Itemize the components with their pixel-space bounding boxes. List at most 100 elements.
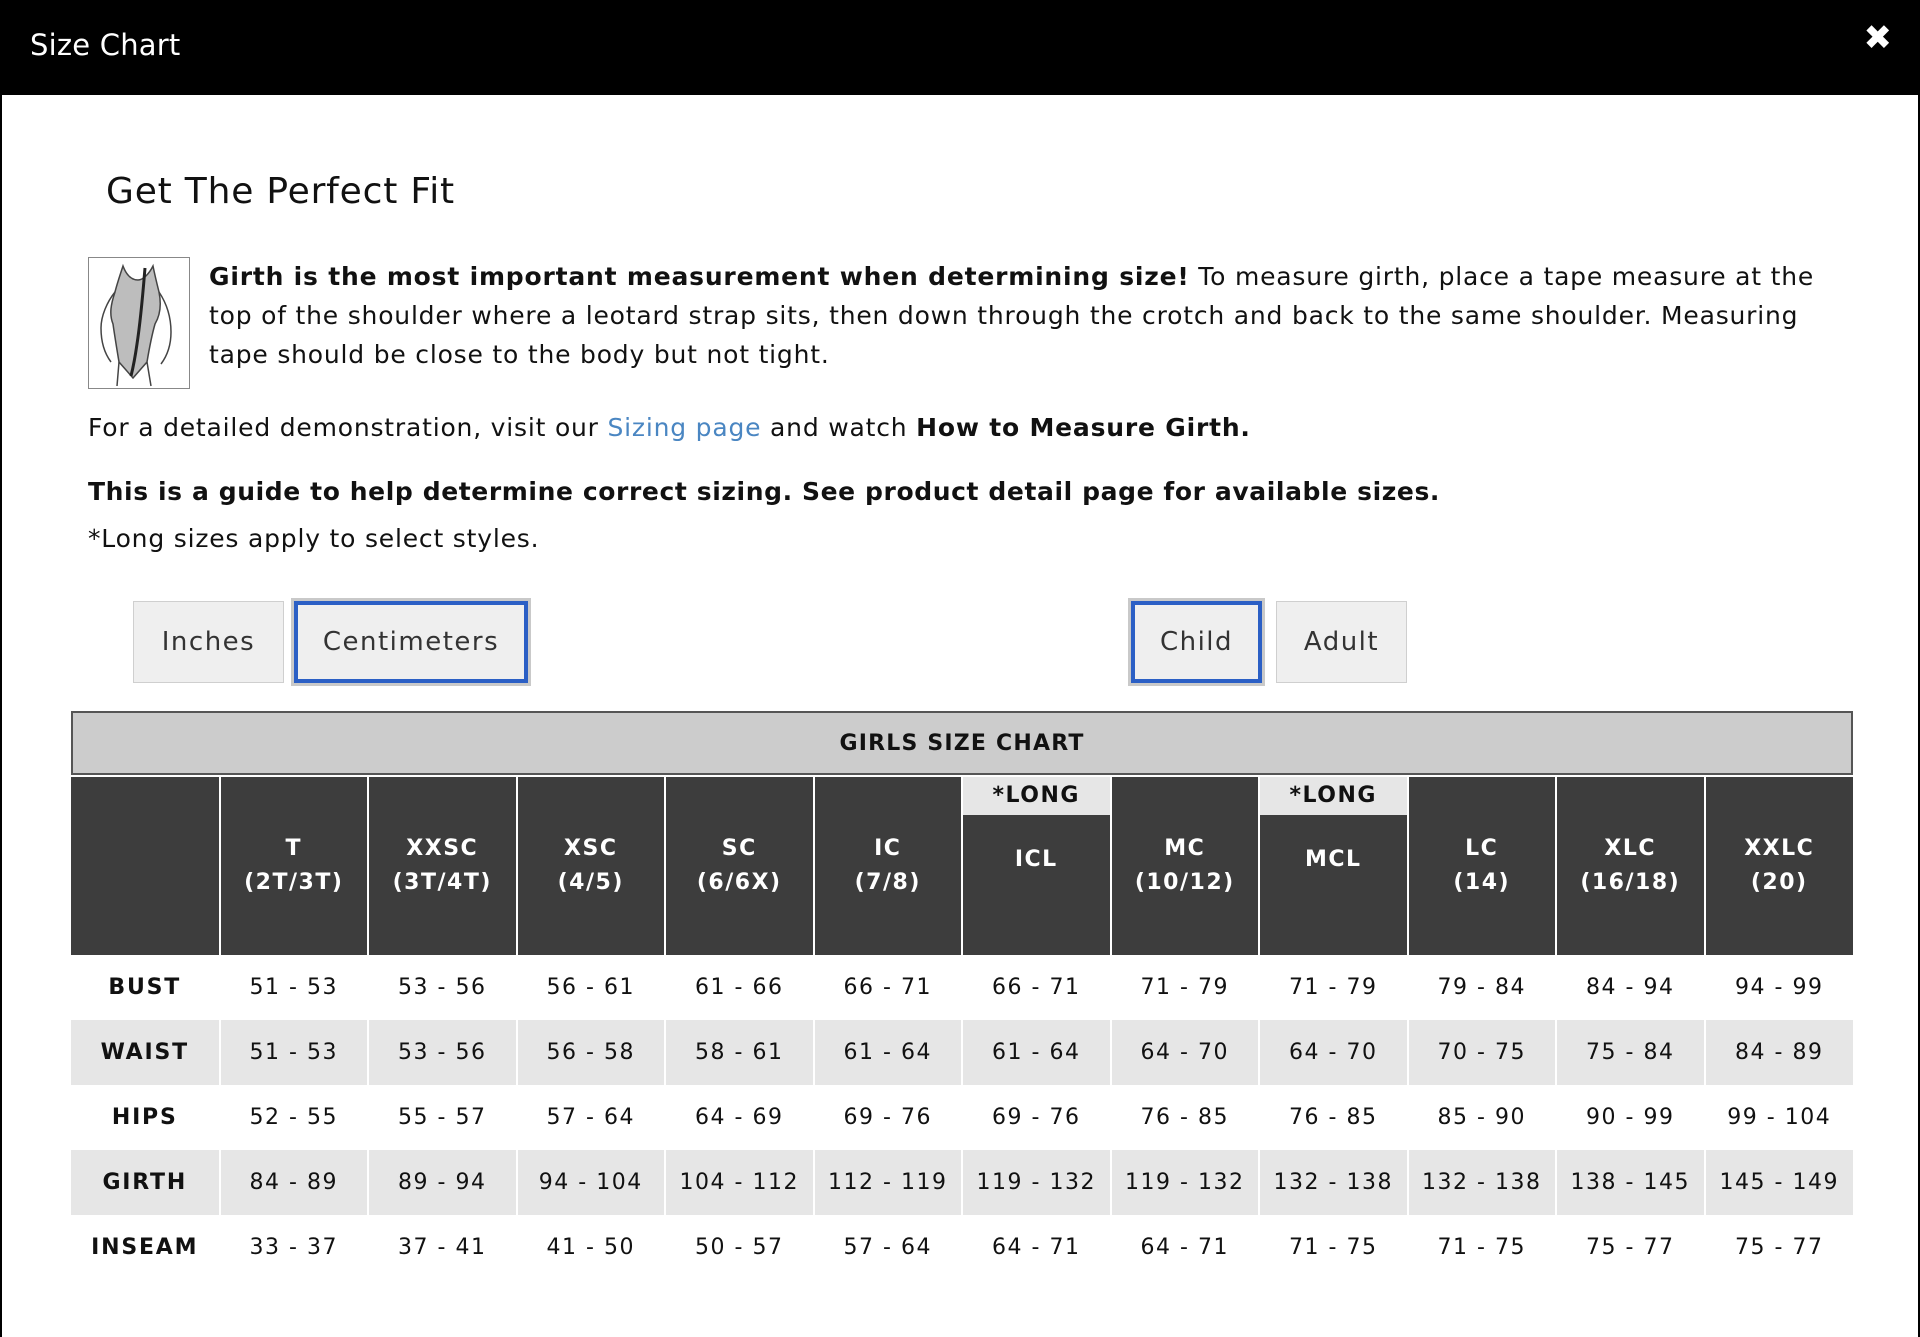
size-equivalent: (16/18): [1580, 870, 1681, 895]
size-name: ICL: [1014, 847, 1058, 872]
size-header-mcl: *LONG MCL: [1258, 777, 1408, 955]
table-cell: 61 - 64: [961, 1020, 1111, 1085]
table-cell: 56 - 58: [515, 1020, 665, 1085]
table-cell: 76 - 85: [1258, 1085, 1408, 1150]
size-header-lc: LC (14): [1406, 777, 1556, 955]
size-header-xxsc: XXSC (3T/4T): [367, 777, 517, 955]
table-cell: 69 - 76: [961, 1085, 1111, 1150]
size-name: SC: [721, 836, 757, 861]
girth-bold-text: Girth is the most important measurement …: [209, 262, 1190, 291]
table-row-hips: HIPS 52 - 55 55 - 57 57 - 64 64 - 69 69 - 76 6…: [71, 1085, 1853, 1150]
how-to-measure-girth-text: How to Measure Girth.: [916, 413, 1251, 442]
measurement-label: HIPS: [111, 1105, 178, 1130]
table-cell: 37 - 41: [367, 1215, 517, 1280]
table-cell: 33 - 37: [218, 1215, 368, 1280]
table-cell: 90 - 99: [1555, 1085, 1705, 1150]
table-cell: 119 - 132: [1109, 1150, 1259, 1215]
table-cell: 53 - 56: [367, 955, 517, 1020]
centimeters-button[interactable]: Centimeters: [294, 601, 528, 683]
table-cell: 138 - 145: [1555, 1150, 1705, 1215]
table-cell: 85 - 90: [1406, 1085, 1556, 1150]
table-cell: 145 - 149: [1703, 1150, 1853, 1215]
long-sizes-note: *Long sizes apply to select styles.: [88, 524, 540, 553]
size-name: T: [285, 836, 302, 861]
close-icon[interactable]: ✖: [1863, 18, 1893, 58]
corner-header-cell: [71, 777, 220, 955]
size-equivalent: (6/6X): [696, 870, 782, 895]
size-name: LC: [1465, 836, 1499, 861]
leotard-girth-illustration: [88, 257, 190, 389]
table-cell: 66 - 71: [961, 955, 1111, 1020]
size-name: MCL: [1304, 847, 1362, 872]
table-cell: 70 - 75: [1406, 1020, 1556, 1085]
modal-title: Size Chart: [30, 28, 181, 62]
size-equivalent: (14): [1453, 870, 1511, 895]
table-cell: 51 - 53: [218, 955, 368, 1020]
table-cell: 132 - 138: [1258, 1150, 1408, 1215]
table-cell: 75 - 77: [1703, 1215, 1853, 1280]
measurement-label: BUST: [108, 975, 182, 1000]
table-cell: 58 - 61: [664, 1020, 814, 1085]
size-equivalent: (4/5): [557, 870, 624, 895]
table-cell: 69 - 76: [812, 1085, 962, 1150]
size-equivalent: (2T/3T): [244, 870, 344, 895]
size-name: XSC: [564, 836, 618, 861]
table-cell: 94 - 99: [1703, 955, 1853, 1020]
table-row-bust: BUST 51 - 53 53 - 56 56 - 61 61 - 66 66 - 71 6…: [71, 955, 1853, 1020]
table-cell: 104 - 112: [664, 1150, 814, 1215]
inches-button[interactable]: Inches: [133, 601, 284, 683]
girls-size-chart: GIRLS SIZE CHART T (2T/3T) XXSC (3T/4T) XSC (…: [71, 711, 1853, 1280]
size-equivalent: (10/12): [1134, 870, 1235, 895]
table-cell: 57 - 64: [515, 1085, 665, 1150]
table-cell: 56 - 61: [515, 955, 665, 1020]
size-header-xsc: XSC (4/5): [515, 777, 665, 955]
table-cell: 132 - 138: [1406, 1150, 1556, 1215]
table-cell: 71 - 79: [1258, 955, 1408, 1020]
demonstration-text: For a detailed demonstration, visit our …: [88, 413, 1251, 442]
table-cell: 71 - 75: [1258, 1215, 1408, 1280]
measurement-label: WAIST: [71, 1020, 220, 1085]
size-table: T (2T/3T) XXSC (3T/4T) XSC (4/5) SC (6/6X) IC (7/…: [71, 777, 1853, 1280]
table-cell: 84 - 89: [218, 1150, 368, 1215]
table-cell: 64 - 71: [961, 1215, 1111, 1280]
table-cell: 76 - 85: [1109, 1085, 1259, 1150]
adult-button[interactable]: Adult: [1276, 601, 1407, 683]
chart-title: GIRLS SIZE CHART: [71, 711, 1853, 775]
table-cell: 79 - 84: [1406, 955, 1556, 1020]
table-cell: 55 - 57: [367, 1085, 517, 1150]
fit-heading: Get The Perfect Fit: [106, 171, 455, 212]
measurement-label: GIRTH: [71, 1150, 220, 1215]
table-cell: 50 - 57: [664, 1215, 814, 1280]
table-cell: 112 - 119: [812, 1150, 962, 1215]
table-row-waist: WAIST 51 - 53 53 - 56 56 - 58 58 - 61 61 - 64…: [71, 1020, 1853, 1085]
long-size-tag: *LONG: [963, 777, 1110, 815]
size-name: XXSC: [406, 836, 479, 861]
child-button[interactable]: Child: [1131, 601, 1262, 683]
table-cell: 119 - 132: [961, 1150, 1111, 1215]
table-cell: 64 - 71: [1109, 1215, 1259, 1280]
table-cell: 64 - 70: [1109, 1020, 1259, 1085]
size-header-row: T (2T/3T) XXSC (3T/4T) XSC (4/5) SC (6/6X) IC (7/…: [71, 777, 1853, 955]
size-name: XLC: [1604, 836, 1657, 861]
table-row-girth: GIRTH 84 - 89 89 - 94 94 - 104 104 - 112 112 …: [71, 1150, 1853, 1215]
size-equivalent: (3T/4T): [392, 870, 492, 895]
table-cell: 71 - 79: [1109, 955, 1259, 1020]
table-cell: 61 - 66: [664, 955, 814, 1020]
demo-prefix: For a detailed demonstration, visit our: [88, 413, 608, 442]
sizing-page-link[interactable]: Sizing page: [607, 413, 762, 442]
size-name: XXLC: [1744, 836, 1815, 861]
size-name: MC: [1164, 836, 1206, 861]
table-cell: 57 - 64: [812, 1215, 962, 1280]
table-cell: 64 - 70: [1258, 1020, 1408, 1085]
table-cell: 41 - 50: [515, 1215, 665, 1280]
table-cell: 71 - 75: [1406, 1215, 1556, 1280]
table-cell: 75 - 84: [1555, 1020, 1705, 1085]
girth-body-text: To measure girth, place a tape measure a…: [209, 262, 1815, 369]
size-header-t: T (2T/3T): [218, 777, 368, 955]
table-row-inseam: INSEAM 33 - 37 37 - 41 41 - 50 50 - 57 57 - 6…: [71, 1215, 1853, 1280]
table-cell: 99 - 104: [1703, 1085, 1853, 1150]
long-size-tag: *LONG: [1260, 777, 1407, 815]
modal-header: Size Chart ✖: [2, 0, 1918, 95]
sizing-guide-note: This is a guide to help determine correc…: [88, 477, 1441, 506]
size-header-ic: IC (7/8): [812, 777, 962, 955]
